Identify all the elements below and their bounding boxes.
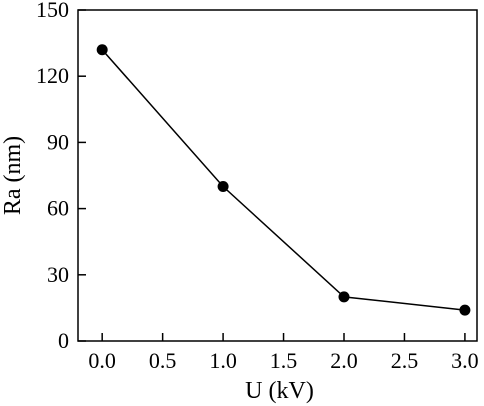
x-tick-label: 3.0 [451, 348, 479, 373]
data-point [338, 291, 350, 303]
plot-area [77, 9, 478, 342]
x-tick-label: 2.0 [330, 348, 358, 373]
series-line [101, 49, 465, 311]
x-tick-label: 1.0 [209, 348, 237, 373]
y-tick-label: 30 [47, 262, 69, 287]
x-tick-label: 1.5 [270, 348, 298, 373]
data-point [96, 44, 108, 56]
y-tick-label: 90 [47, 129, 69, 154]
y-tick-label: 120 [36, 63, 69, 88]
x-tick-label: 0.5 [149, 348, 177, 373]
y-axis-title: Ra (nm) [0, 136, 26, 215]
x-tick-label: 0.0 [88, 348, 116, 373]
x-axis-title: U (kV) [245, 378, 314, 404]
data-point [459, 304, 471, 316]
y-axis-ticks: 0 30 60 90 120 150 [36, 0, 86, 353]
y-tick-label: 0 [58, 328, 69, 353]
series-layer [96, 44, 471, 316]
y-tick-label: 150 [36, 0, 69, 22]
plot-frame [77, 9, 478, 342]
x-axis-ticks: 0.0 0.5 1.0 1.5 2.0 2.5 3.0 [88, 333, 479, 373]
data-point [217, 181, 229, 193]
x-tick-label: 2.5 [391, 348, 419, 373]
y-tick-label: 60 [47, 196, 69, 221]
